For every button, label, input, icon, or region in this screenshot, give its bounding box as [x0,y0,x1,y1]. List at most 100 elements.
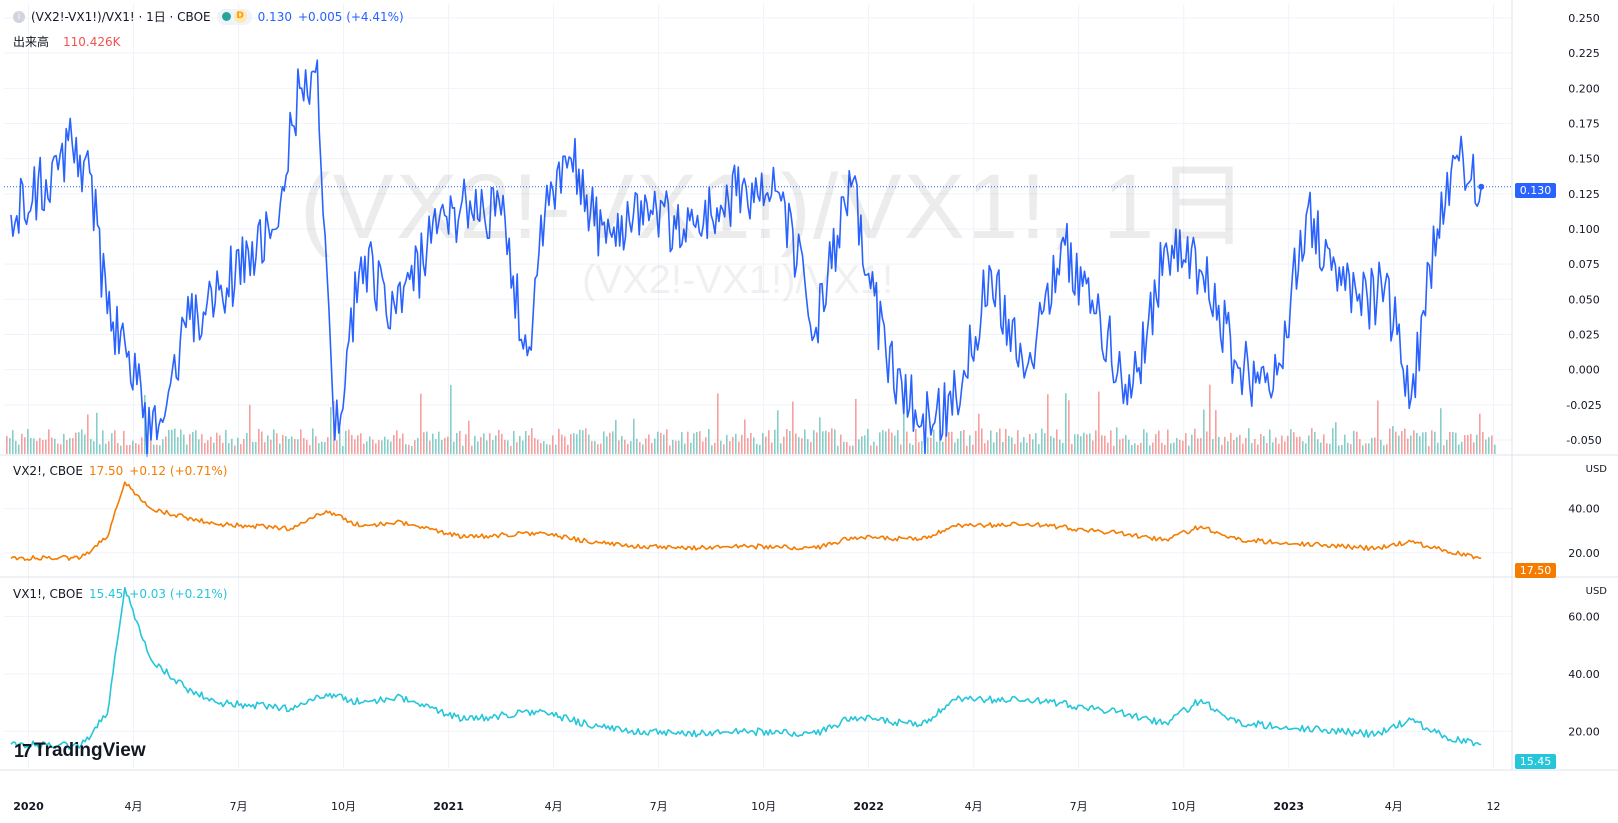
volume-bar [804,429,806,454]
volume-bar [441,439,443,454]
volume-bar [78,432,80,454]
volume-bar [1272,442,1274,454]
vx2-symbol[interactable]: VX2!, CBOE [13,464,83,478]
volume-bar [597,444,599,454]
volume-bar [552,435,554,454]
volume-bar [210,436,212,454]
volume-bar [144,394,146,454]
volume-bar [693,433,695,454]
legend-symbol-title[interactable]: (VX2!-VX1!)/VX1! · 1日 · CBOE [31,10,211,24]
volume-bar [873,441,875,454]
price-axis-label: 0.175 [1568,118,1600,131]
volume-bar [1422,432,1424,454]
volume-bar [15,440,17,454]
volume-bar [222,442,224,454]
volume-bar [165,436,167,454]
market-open-dot-icon [221,12,231,21]
volume-bar [1470,433,1472,454]
volume-bar [510,445,512,454]
price-axis-label: 0.100 [1568,223,1600,236]
volume-bar [729,440,731,454]
volume-bar [162,439,164,454]
volume-bar [1131,444,1133,454]
volume-bar [402,433,404,454]
tradingview-logo[interactable]: 17 TradingView [14,740,146,762]
volume-bar [1476,434,1478,454]
volume-bar [1119,439,1121,454]
vx2-legend[interactable]: VX2!, CBOE 17.50 +0.12 (+0.71%) [13,464,227,478]
vx2-change-value: +0.12 (+0.71%) [129,464,228,478]
volume-bar [1260,433,1262,454]
volume-bar [1281,435,1283,454]
vx2-currency-label[interactable]: USD [1585,464,1607,475]
volume-bar [213,442,215,454]
ratio-legend[interactable]: i (VX2!-VX1!)/VX1! · 1日 · CBOE D 0.130 +… [13,8,404,25]
volume-bar [588,434,590,454]
volume-bar [1335,422,1337,454]
volume-bar [375,443,377,454]
series-lines [4,59,1512,750]
volume-bar [243,438,245,454]
market-status-badge[interactable]: D [216,8,252,25]
volume-bar [1194,428,1196,454]
volume-bar [1143,429,1145,454]
volume-bar [726,434,728,454]
volume-bar [447,436,449,454]
volume-bar [1374,437,1376,454]
volume-bar [651,442,653,454]
volume-bar [342,445,344,454]
time-axis-label: 2022 [853,800,884,813]
volume-bar [1443,445,1445,454]
volume-bar [894,435,896,454]
volume-bar [753,437,755,454]
volume-bar [1269,429,1271,454]
volume-bar [489,433,491,454]
volume-bar [486,440,488,454]
volume-bar [987,440,989,454]
volume-bar [801,438,803,454]
volume-bar [105,443,107,454]
volume-bar [822,431,824,454]
time-axis-label: 4月 [1385,800,1403,813]
vx1-currency-label[interactable]: USD [1585,586,1607,597]
volume-bar [1026,442,1028,454]
volume-bar [1416,432,1418,454]
volume-bar [1182,440,1184,454]
volume-bars [6,384,1496,454]
volume-bar [831,428,833,454]
volume-bar [1110,430,1112,454]
volume-bar [453,441,455,454]
volume-bar [798,437,800,454]
volume-bar [561,434,563,454]
volume-bar [969,435,971,454]
volume-bar [57,443,59,454]
volume-bar [435,439,437,454]
volume-bar [1305,443,1307,454]
volume-bar [321,441,323,454]
volume-bar [807,439,809,454]
volume-bar [522,440,524,454]
volume-bar [231,438,233,454]
volume-bar [462,445,464,454]
volume-bar [1275,437,1277,454]
volume-bar [669,445,671,454]
volume-bar [117,442,119,454]
volume-legend[interactable]: 出来高 110.426K [13,33,121,50]
vx1-symbol[interactable]: VX1!, CBOE [13,587,83,601]
volume-bar [270,439,272,454]
volume-bar [903,402,905,454]
volume-bar [1173,442,1175,454]
volume-bar [219,435,221,454]
volume-bar [954,442,956,454]
volume-bar [1023,437,1025,454]
symbol-info-icon[interactable]: i [13,10,25,23]
time-axis-label: 7月 [1070,800,1088,813]
volume-bar [483,433,485,454]
volume-bar [702,441,704,454]
volume-bar [1392,426,1394,454]
volume-bar [762,432,764,454]
volume-bar [1185,433,1187,454]
volume-bar [960,431,962,454]
vx1-legend[interactable]: VX1!, CBOE 15.45 +0.03 (+0.21%) [13,587,227,601]
